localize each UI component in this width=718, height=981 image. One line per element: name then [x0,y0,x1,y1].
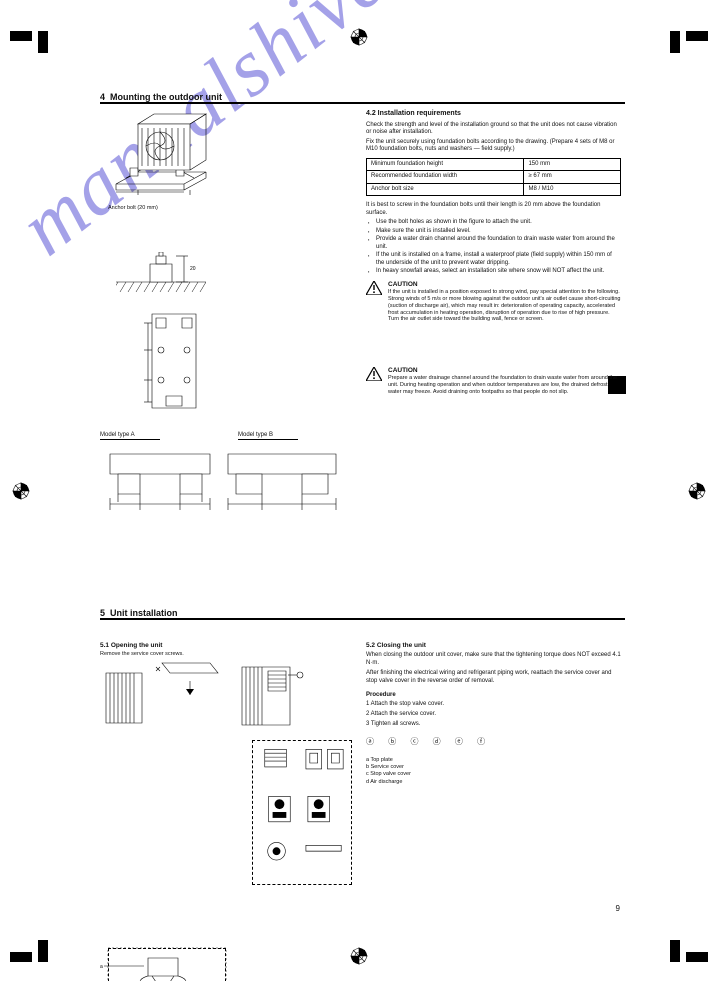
list-item: Make sure the unit is installed level. [376,228,621,236]
list-item: 2 Attach the service cover. [366,711,624,719]
part-label: c Stop valve cover [366,771,624,778]
section-number: 5 [100,608,105,618]
fig-accessory-panel [252,740,352,885]
paragraph: It is best to screw in the foundation bo… [366,202,621,217]
fig-dimension-a [100,446,220,516]
paragraph: After finishing the electrical wiring an… [366,670,624,686]
part-label: a Top plate [366,757,624,764]
crop-mark [668,941,708,969]
dim-label-a: Model type A [100,432,160,440]
registration-mark-icon [688,482,706,500]
paragraph: Remove the service cover screws. [100,651,340,657]
caution-body: If the unit is installed in a position e… [388,289,621,323]
section-title: 4 Mounting the outdoor unit [100,92,222,102]
section-title: 5 Unit installation [100,608,178,618]
section-number: 4 [100,92,105,102]
bullet-list: Use the bolt holes as shown in the figur… [366,219,621,276]
caution-title: CAUTION [388,281,621,289]
table-row: Recommended foundation width≥ 67 mm [367,171,621,184]
list-item: Use the bolt holes as shown in the figur… [376,219,621,227]
section-rule [100,102,625,104]
page-number: 9 [616,904,620,913]
s5-left-column: 5.1 Opening the unit Remove the service … [100,642,340,735]
caution-box: CAUTION Prepare a water drainage channel… [366,367,621,396]
registration-mark-icon [12,482,30,500]
paragraph: When closing the outdoor unit cover, mak… [366,652,624,668]
crop-mark [668,24,708,52]
subsection-heading: 4.2 Installation requirements [366,110,621,119]
subsection-heading: 5.1 Opening the unit [100,642,340,649]
caution-body: Prepare a water drainage channel around … [388,375,621,396]
caution-box: CAUTION If the unit is installed in a po… [366,281,621,324]
fig-open-cover [100,661,340,731]
paragraph: Check the strength and level of the inst… [366,122,621,137]
registration-mark-icon [350,28,368,46]
list-item: Provide a water drain channel around the… [376,236,621,251]
fig-mounting-plate [144,310,204,415]
registration-mark-icon [350,947,368,965]
fig-caption-anchor: Anchor bolt (20 mm) [108,205,228,211]
spec-table: Minimum foundation height150 mm Recommen… [366,158,621,197]
part-label: d Air discharge [366,779,624,786]
caution-title: CAUTION [388,367,621,375]
svg-text:20: 20 [190,266,196,272]
list-item: In heavy snowfall areas, select an insta… [376,268,621,276]
caution-icon [366,281,382,295]
callout-letters: ⓐ ⓑ ⓒ ⓓ ⓔ ⓕ [366,737,624,747]
list-item: 3 Tighten all screws. [366,721,624,729]
fig-dimension-b [222,446,342,516]
subsection-heading: 5.2 Closing the unit [366,642,624,650]
list-title: Procedure [366,692,624,700]
dim-label-b: Model type B [238,432,298,440]
dim-group-labels: Model type A Model type B [100,432,298,440]
fig-outdoor-unit [108,112,218,197]
fig-anchor-bolt: 20 [116,252,206,297]
s5-right-column: 5.2 Closing the unit When closing the ou… [366,642,624,786]
part-label: b Service cover [366,764,624,771]
table-row: Minimum foundation height150 mm [367,158,621,171]
section-rule [100,618,625,620]
svg-text:a: a [100,964,103,970]
list-item: If the unit is installed on a frame, ins… [376,252,621,267]
caution-icon [366,367,382,381]
paragraph: Fix the unit securely using foundation b… [366,139,621,154]
right-column: 4.2 Installation requirements Check the … [366,108,621,401]
crop-mark [10,24,50,52]
list-item: 1 Attach the stop valve cover. [366,701,624,709]
crop-mark [10,941,50,969]
fig-internal-view: a b c d [100,940,246,981]
table-row: Anchor bolt sizeM8 / M10 [367,183,621,196]
